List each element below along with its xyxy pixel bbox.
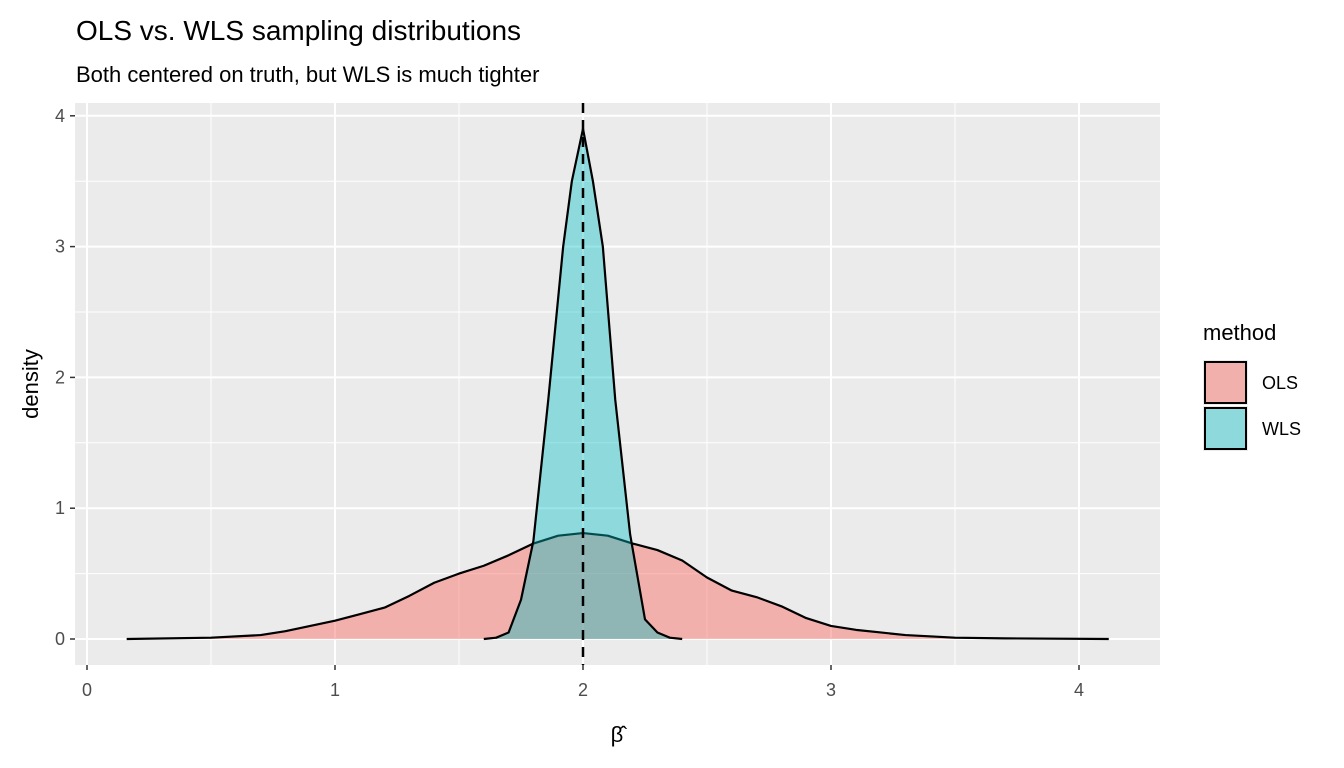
- y-tick-label: 3: [55, 237, 65, 257]
- legend-key-ols: [1204, 361, 1247, 404]
- y-tick-label: 0: [55, 629, 65, 649]
- chart-title: OLS vs. WLS sampling distributions: [76, 15, 521, 46]
- legend-key-wls: [1204, 407, 1247, 450]
- density-line-ols: [126, 531, 1109, 641]
- legend-key-bg: [1203, 406, 1248, 451]
- y-tick-label: 4: [55, 106, 65, 126]
- legend-label: OLS: [1262, 373, 1298, 393]
- x-tick-label: 4: [1074, 680, 1084, 700]
- legend-title: method: [1203, 320, 1276, 345]
- y-tick-label: 1: [55, 498, 65, 518]
- x-axis-label: β̂: [611, 722, 628, 747]
- y-axis-label: density: [18, 349, 43, 419]
- x-tick-label: 2: [578, 680, 588, 700]
- density-area-ols: [126, 533, 1109, 639]
- chart-subtitle: Both centered on truth, but WLS is much …: [76, 62, 539, 87]
- x-tick-label: 1: [330, 680, 340, 700]
- x-tick-label: 3: [826, 680, 836, 700]
- y-tick-label: 2: [55, 367, 65, 387]
- legend-label: WLS: [1262, 419, 1301, 439]
- x-tick-label: 0: [82, 680, 92, 700]
